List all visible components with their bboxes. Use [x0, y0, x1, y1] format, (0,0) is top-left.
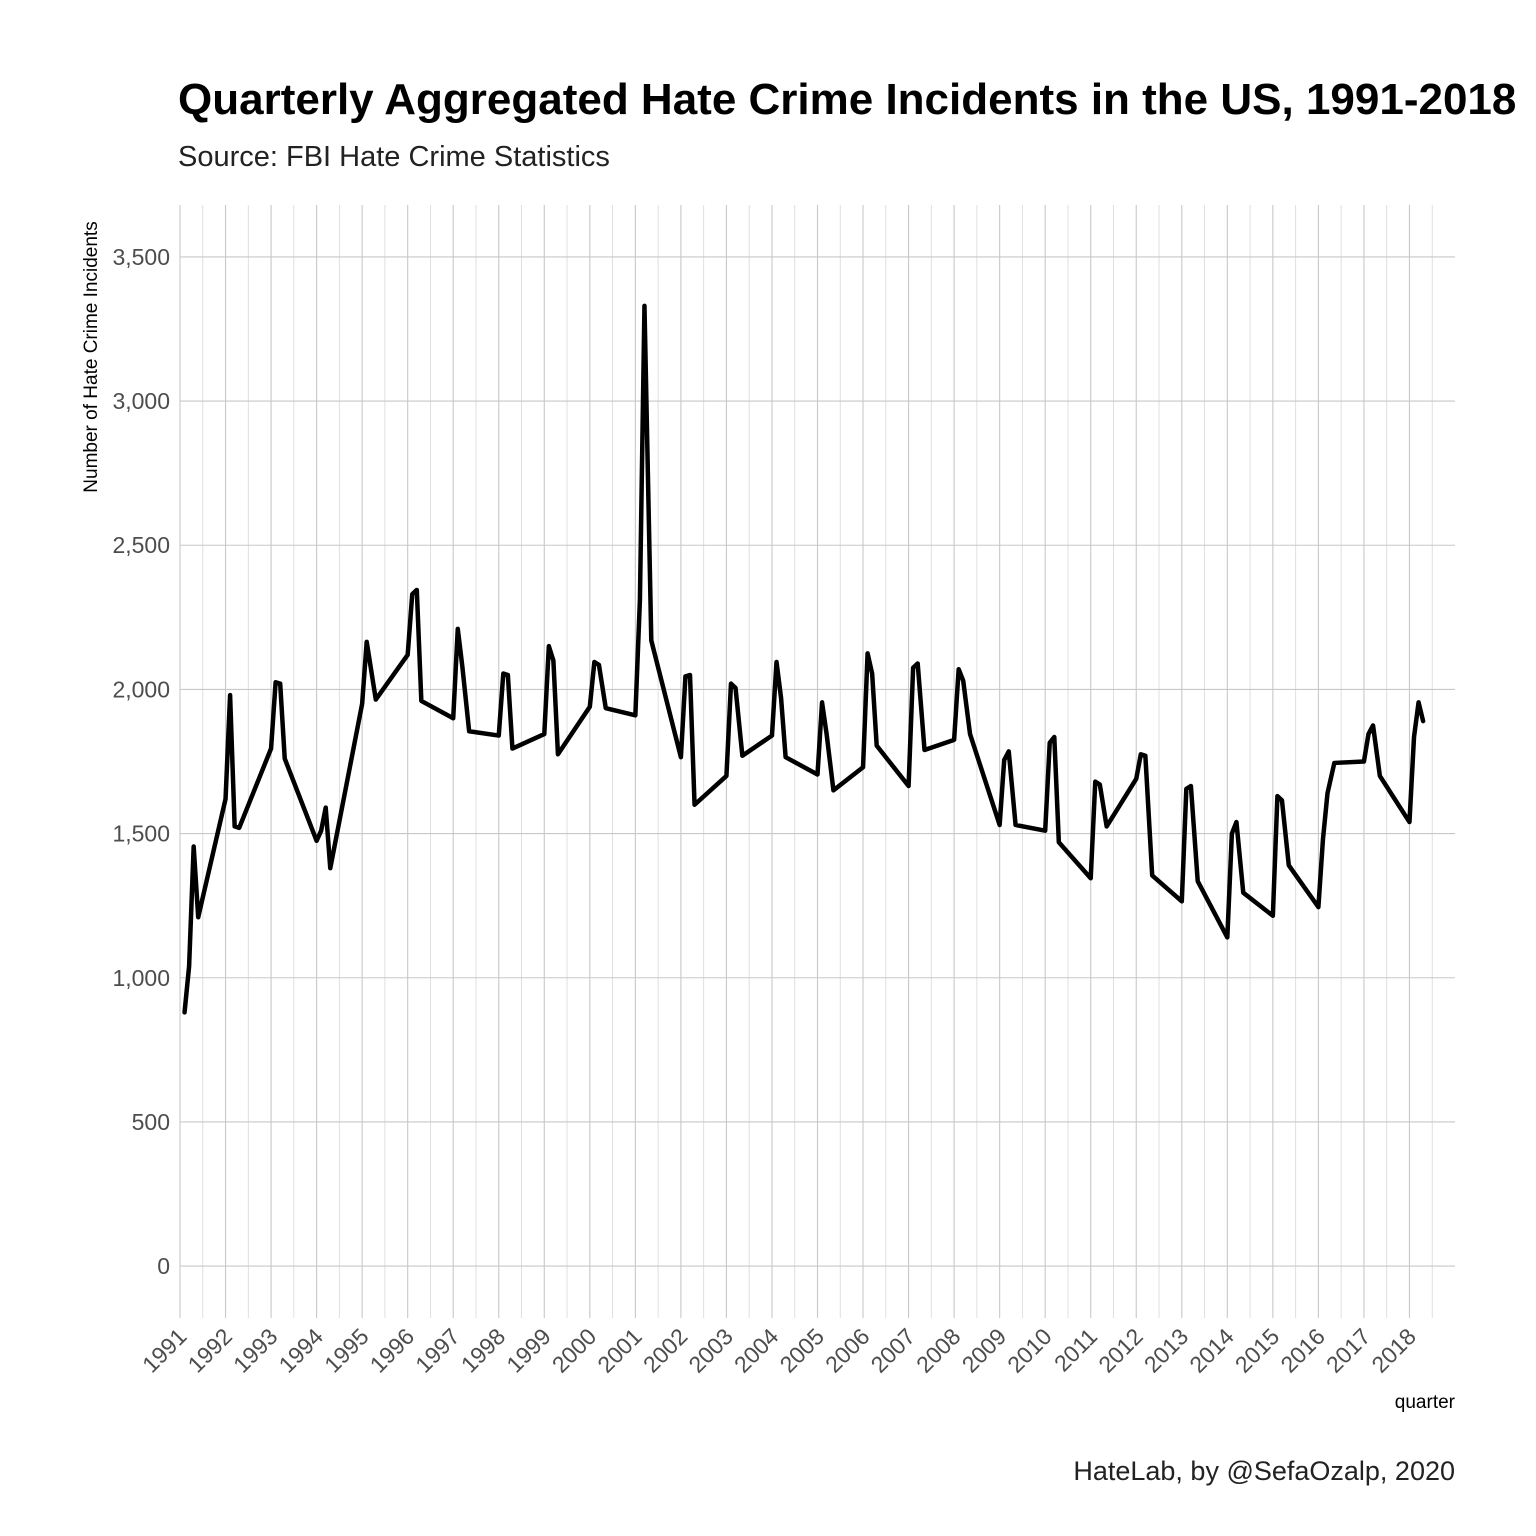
x-tick-label: 1995	[319, 1323, 374, 1378]
chart-subtitle: Source: FBI Hate Crime Statistics	[178, 141, 610, 173]
x-tick-label: 2001	[592, 1323, 647, 1378]
x-tick-label: 1999	[501, 1323, 556, 1378]
x-tick-label: 1991	[137, 1323, 192, 1378]
x-tick-label: 2003	[683, 1323, 738, 1378]
y-tick-label: 1,500	[112, 821, 170, 847]
series-line	[182, 303, 1426, 1015]
major-gridlines	[179, 205, 1455, 1318]
y-tick-label: 2,500	[112, 532, 170, 558]
x-tick-label: 2014	[1184, 1323, 1239, 1378]
x-tick-label: 2008	[911, 1323, 966, 1378]
x-tick-label: 2007	[866, 1323, 921, 1378]
x-tick-label: 2010	[1002, 1323, 1057, 1378]
x-tick-label: 2000	[547, 1323, 602, 1378]
x-tick-label: 2013	[1139, 1323, 1194, 1378]
y-tick-label: 0	[157, 1253, 170, 1279]
y-tick-label: 3,000	[112, 388, 170, 414]
x-tick-label: 1994	[274, 1323, 329, 1378]
chart-title: Quarterly Aggregated Hate Crime Incident…	[178, 75, 1516, 124]
x-tick-label: 1998	[456, 1323, 511, 1378]
chart-caption: HateLab, by @SefaOzalp, 2020	[1073, 1456, 1455, 1486]
x-tick-label: 1996	[365, 1323, 420, 1378]
x-tick-label: 2011	[1049, 1323, 1102, 1376]
y-axis-title: Number of Hate Crime Incidents	[81, 221, 102, 492]
x-tick-label: 2017	[1321, 1323, 1376, 1378]
x-tick-label: 2009	[957, 1323, 1012, 1378]
x-tick-label: 2005	[774, 1323, 829, 1378]
x-tick-label: 2012	[1093, 1323, 1148, 1378]
x-tick-label: 1992	[183, 1323, 238, 1378]
x-tick-label: 2004	[729, 1323, 784, 1378]
y-axis-tick-labels: 0 500 1,000 1,500 2,000 2,500 3,000 3,500	[112, 244, 170, 1279]
y-tick-label: 1,000	[112, 965, 170, 991]
x-tick-label: 1997	[410, 1323, 465, 1378]
x-tick-label: 2016	[1275, 1323, 1330, 1378]
y-tick-label: 3,500	[112, 244, 170, 270]
y-tick-label: 2,000	[112, 676, 170, 702]
x-tick-label: 2018	[1366, 1323, 1421, 1378]
x-tick-label: 1993	[228, 1323, 283, 1378]
x-tick-label: 2002	[638, 1323, 693, 1378]
x-axis-title: quarter	[1395, 1392, 1456, 1413]
series-layer	[182, 303, 1426, 1015]
y-tick-label: 500	[132, 1109, 170, 1135]
x-axis-tick-labels: 1991199219931994199519961997199819992000…	[137, 1323, 1421, 1378]
x-tick-label: 2015	[1230, 1323, 1285, 1378]
x-tick-label: 2006	[820, 1323, 875, 1378]
